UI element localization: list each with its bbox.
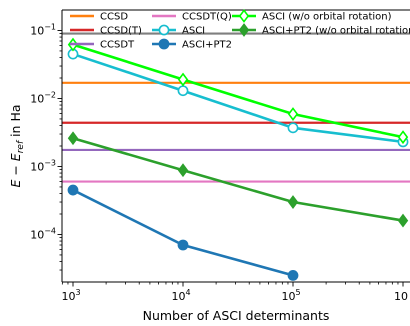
legend-label: ASCI+PT2 (w/o orbital rotation) xyxy=(262,26,410,37)
legend-label: CCSD(T) xyxy=(100,26,142,37)
data-point-asci-w-o-orbital-rotation xyxy=(287,107,299,121)
reference-lines xyxy=(62,32,410,183)
data-point-asci xyxy=(177,85,189,97)
legend-marker xyxy=(158,24,170,36)
legend: CCSD CCSD(T) CCSDT ASCI+PT2 CCSDT(Q) ASCI ASCI… xyxy=(70,9,410,51)
legend-entry-asci-pt2: ASCI+PT2 xyxy=(152,38,232,51)
legend-entry-ccsd: CCSD xyxy=(70,12,128,23)
data-point-asci-pt2-w-o-orbital-rotation xyxy=(177,163,189,178)
series-line-asci xyxy=(72,52,404,144)
data-point-asci-pt2 xyxy=(67,184,79,196)
x-tick-label: 10 xyxy=(394,290,408,303)
legend-label: ASCI+PT2 xyxy=(182,40,232,51)
y-axis-title: E − Eref in Ha xyxy=(8,104,26,187)
legend-label: ASCI (w/o orbital rotation) xyxy=(262,12,392,23)
data-point-asci-pt2-w-o-orbital-rotation xyxy=(287,195,299,209)
legend-label: CCSDT(Q) xyxy=(182,12,232,23)
data-point-asci-pt2-w-o-orbital-rotation xyxy=(397,213,409,228)
y-tick-label: 10−3 xyxy=(30,158,56,173)
legend-entry-asci-pt2-w-o-orbital-rotation: ASCI+PT2 (w/o orbital rotation) xyxy=(232,23,410,37)
x-tick-label: 104 xyxy=(171,288,190,303)
legend-marker xyxy=(238,9,250,23)
y-tick-label: 10−1 xyxy=(30,22,56,37)
legend-entry-ccsdt-q: CCSDT(Q) xyxy=(152,12,232,23)
data-point-asci xyxy=(287,122,299,134)
axis-ticks: 103 104 105 10 10−4 10−3 10−2 10−1 xyxy=(30,22,408,303)
series-line-asci-w-o-orbital-rotation xyxy=(72,43,404,139)
plot-frame xyxy=(61,9,410,283)
legend-label: CCSDT xyxy=(100,40,135,51)
legend-entry-asci-w-o-orbital-rotation: ASCI (w/o orbital rotation) xyxy=(232,9,392,23)
series-layer xyxy=(67,37,409,281)
y-tick-label: 10−2 xyxy=(30,90,56,105)
data-point-asci-pt2 xyxy=(287,270,299,281)
axis-titles: Number of ASCI determinants E − Eref in H… xyxy=(8,104,329,323)
data-point-asci-w-o-orbital-rotation xyxy=(397,130,409,145)
data-point-asci-pt2-w-o-orbital-rotation xyxy=(67,131,79,146)
series-line-asci-pt2 xyxy=(72,188,294,277)
data-point-asci-pt2 xyxy=(177,239,189,251)
legend-marker xyxy=(158,38,170,50)
x-axis-title: Number of ASCI determinants xyxy=(143,308,330,323)
legend-label: ASCI xyxy=(182,26,205,37)
legend-label: CCSD xyxy=(100,12,128,23)
x-tick-label: 105 xyxy=(281,288,300,303)
legend-entry-ccsdt: CCSDT xyxy=(70,40,135,51)
x-tick-label: 103 xyxy=(61,288,80,303)
legend-entry-ccsd-t: CCSD(T) xyxy=(70,26,142,37)
legend-entry-asci: ASCI xyxy=(152,24,205,37)
legend-marker xyxy=(238,23,250,37)
series-line-asci-pt2-w-o-orbital-rotation xyxy=(72,137,404,222)
data-point-asci-w-o-orbital-rotation xyxy=(177,72,189,87)
y-tick-label: 10−4 xyxy=(30,226,56,241)
